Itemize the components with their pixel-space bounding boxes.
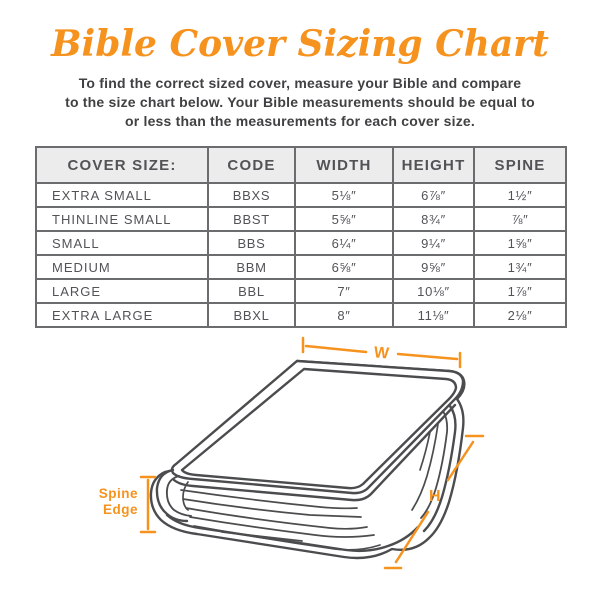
column-header-spine: SPINE [473, 146, 567, 184]
spine-dimension-line [139, 475, 157, 534]
intro-text: To find the correct sized cover, measure… [30, 74, 570, 131]
cell-spine: 1⅝″ [473, 230, 567, 256]
cell-spine: ⅞″ [473, 206, 567, 232]
cell-code: BBXS [207, 182, 296, 208]
height-dimension-line [383, 434, 485, 570]
cell-code: BBST [207, 206, 296, 232]
book-top-cover [170, 359, 465, 495]
cell-code: BBS [207, 230, 296, 256]
table-row: MEDIUM BBM 6⅝″ 9⅝″ 1¾″ [35, 254, 567, 280]
book-head-curve [420, 410, 449, 519]
intro-text-line3: or less than the measurements for each c… [124, 113, 476, 129]
table-row: SMALL BBS 6¼″ 9¼″ 1⅝″ [35, 230, 567, 256]
book-measurement-diagram: W H Spine Edge [99, 336, 485, 570]
cell-height: 11⅛″ [392, 302, 475, 328]
book-bottom-cover-edge [165, 513, 420, 553]
height-label: H [429, 488, 441, 505]
cell-width: 5⅝″ [294, 206, 394, 232]
book-head-page-line [411, 423, 439, 511]
intro-text-line2: to the size chart below. Your Bible meas… [65, 94, 535, 110]
cell-cover-size: LARGE [35, 278, 209, 304]
table-row: LARGE BBL 7″ 10⅛″ 1⅞″ [35, 278, 567, 304]
cell-height: 10⅛″ [392, 278, 475, 304]
cell-height: 6⅞″ [392, 182, 475, 208]
table-header-row: COVER SIZE: CODE WIDTH HEIGHT SPINE [35, 146, 567, 184]
cell-cover-size: EXTRA SMALL [35, 182, 209, 208]
cell-cover-size: EXTRA LARGE [35, 302, 209, 328]
cell-cover-size: MEDIUM [35, 254, 209, 280]
column-header-width: WIDTH [294, 146, 394, 184]
table-row: THINLINE SMALL BBST 5⅝″ 8¾″ ⅞″ [35, 206, 567, 232]
cell-cover-size: THINLINE SMALL [35, 206, 209, 232]
column-header-code: CODE [207, 146, 296, 184]
book-head-curve [422, 404, 457, 533]
spine-edge-label-line1: Spine [99, 486, 138, 501]
cell-width: 6¼″ [294, 230, 394, 256]
intro-text-line1: To find the correct sized cover, measure… [78, 75, 522, 91]
cell-width: 6⅝″ [294, 254, 394, 280]
cell-height: 8¾″ [392, 206, 475, 232]
book-head-page-line [419, 431, 431, 471]
sizing-table: COVER SIZE: CODE WIDTH HEIGHT SPINE EXTR… [35, 146, 567, 328]
cell-code: BBM [207, 254, 296, 280]
cell-width: 8″ [294, 302, 394, 328]
book-cover-inner-rim [180, 367, 458, 490]
column-header-height: HEIGHT [392, 146, 475, 184]
book-spine-curve [155, 468, 189, 523]
book-cover-board-edge [172, 403, 457, 502]
cell-width: 5⅛″ [294, 182, 394, 208]
page-title: Bible Cover Sizing Chart [51, 23, 549, 65]
cell-height: 9⅝″ [392, 254, 475, 280]
width-label: W [373, 344, 390, 362]
cell-width: 7″ [294, 278, 394, 304]
cell-code: BBXL [207, 302, 296, 328]
table-row: EXTRA SMALL BBXS 5⅛″ 6⅞″ 1½″ [35, 182, 567, 208]
cell-spine: 1¾″ [473, 254, 567, 280]
book-spine-curve [182, 481, 189, 511]
cell-spine: 2⅛″ [473, 302, 567, 328]
book-spine-curve [165, 475, 192, 517]
cell-height: 9¼″ [392, 230, 475, 256]
width-dimension-line [301, 336, 462, 369]
cell-cover-size: SMALL [35, 230, 209, 256]
cell-spine: 1⅞″ [473, 278, 567, 304]
cell-spine: 1½″ [473, 182, 567, 208]
spine-edge-label-line2: Edge [103, 502, 138, 517]
cell-code: BBL [207, 278, 296, 304]
column-header-cover-size: COVER SIZE: [35, 146, 209, 184]
table-row: EXTRA LARGE BBXL 8″ 11⅛″ 2⅛″ [35, 302, 567, 328]
